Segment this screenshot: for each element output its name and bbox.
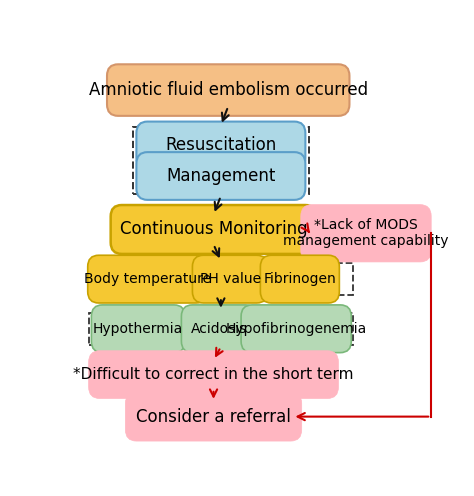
- Text: Consider a referral: Consider a referral: [136, 408, 291, 426]
- Text: Amniotic fluid embolism occurred: Amniotic fluid embolism occurred: [89, 81, 368, 99]
- FancyBboxPatch shape: [260, 255, 339, 303]
- FancyBboxPatch shape: [301, 205, 431, 262]
- FancyBboxPatch shape: [241, 305, 351, 353]
- FancyBboxPatch shape: [137, 122, 305, 169]
- Text: *Difficult to correct in the short term: *Difficult to correct in the short term: [73, 367, 354, 382]
- FancyBboxPatch shape: [125, 392, 301, 441]
- Text: Hypothermia: Hypothermia: [93, 322, 183, 336]
- Text: Hypofibrinogenemia: Hypofibrinogenemia: [226, 322, 367, 336]
- FancyBboxPatch shape: [192, 255, 268, 303]
- FancyBboxPatch shape: [137, 152, 305, 200]
- Text: Resuscitation: Resuscitation: [165, 136, 276, 154]
- FancyBboxPatch shape: [110, 205, 317, 254]
- Text: Fibrinogen: Fibrinogen: [264, 272, 336, 286]
- FancyBboxPatch shape: [182, 305, 257, 353]
- Text: Management: Management: [166, 167, 275, 185]
- Text: Continuous Monitoring: Continuous Monitoring: [120, 221, 307, 239]
- FancyBboxPatch shape: [91, 305, 185, 353]
- Text: *Lack of MODS
management capability: *Lack of MODS management capability: [283, 218, 449, 248]
- FancyBboxPatch shape: [88, 255, 207, 303]
- FancyBboxPatch shape: [107, 64, 349, 116]
- Text: PH value: PH value: [200, 272, 261, 286]
- FancyBboxPatch shape: [89, 351, 338, 398]
- Text: Body temperature: Body temperature: [84, 272, 211, 286]
- Text: Acidosis: Acidosis: [191, 322, 247, 336]
